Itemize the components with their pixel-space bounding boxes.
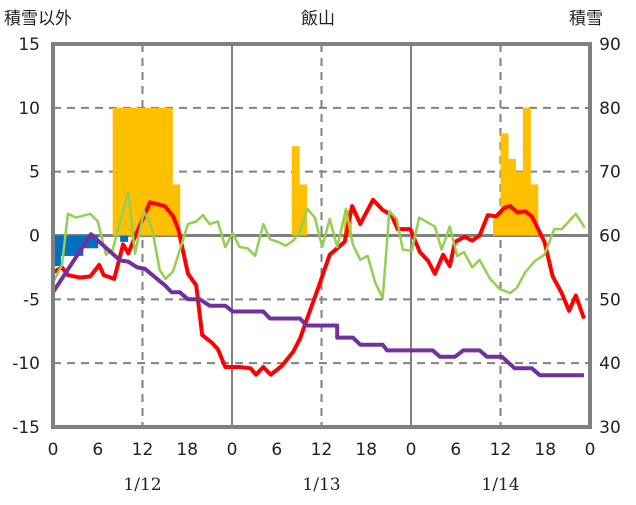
snow_depth-line (51, 232, 584, 378)
right-axis-title: 積雪 (569, 9, 603, 29)
negative-bar (53, 235, 61, 267)
precip-bar (112, 107, 121, 236)
x-tick-label: 12 (490, 440, 512, 460)
y-left-tick-label: 10 (18, 99, 40, 119)
y-right-tick-label: 80 (599, 99, 621, 119)
date-label: 1/12 (123, 475, 161, 495)
x-tick-label: 0 (48, 440, 59, 460)
precip-bar (120, 107, 129, 236)
precip-bar (299, 184, 308, 236)
x-tick-label: 18 (355, 440, 377, 460)
bars (53, 107, 539, 267)
precip-bar (507, 158, 516, 236)
y-left-tick-label: 0 (29, 227, 40, 247)
precip-bar (127, 107, 136, 236)
x-tick-label: 0 (227, 440, 238, 460)
negative-bar (90, 235, 99, 249)
precip-bar (530, 184, 539, 236)
y-right-tick-label: 30 (599, 418, 621, 438)
date-label: 1/13 (302, 475, 340, 495)
negative-bar (67, 235, 76, 256)
y-right-tick-label: 50 (599, 290, 621, 310)
x-tick-label: 0 (585, 440, 596, 460)
y-left-tick-label: 15 (18, 35, 40, 55)
precip-bar (493, 216, 501, 236)
left-axis-title: 積雪以外 (4, 9, 72, 29)
precip-bar (522, 107, 531, 236)
negative-bar (75, 235, 84, 256)
precip-bar (291, 146, 300, 236)
y-right-tick-label: 90 (599, 35, 621, 55)
precip-bar (142, 107, 151, 236)
y-right-tick-label: 40 (599, 354, 621, 374)
precip-bar (500, 133, 509, 236)
date-label: 1/14 (481, 475, 519, 495)
x-tick-label: 0 (406, 440, 417, 460)
plot-frame (51, 42, 592, 429)
x-tick-label: 12 (311, 440, 333, 460)
x-tick-label: 6 (271, 440, 282, 460)
precip-bar (164, 107, 173, 236)
negative-bar (120, 235, 129, 242)
wind-line (51, 190, 586, 300)
precip-bar (515, 171, 524, 236)
y-left-tick-label: -15 (12, 418, 40, 438)
y-left-tick-label: -10 (12, 354, 40, 374)
x-tick-label: 6 (450, 440, 461, 460)
x-tick-label: 18 (176, 440, 198, 460)
y-right-tick-label: 70 (599, 163, 621, 183)
precip-bar (157, 107, 166, 236)
x-tick-label: 12 (132, 440, 154, 460)
x-tick-label: 6 (92, 440, 103, 460)
chart-title: 飯山 (301, 9, 335, 29)
y-left-tick-label: 5 (29, 163, 40, 183)
precip-bar (172, 184, 181, 236)
y-right-tick-label: 60 (599, 227, 621, 247)
x-tick-label: 18 (534, 440, 556, 460)
series-lines (51, 190, 586, 378)
precip-bar (149, 107, 158, 236)
precip-bar (135, 107, 143, 236)
y-left-tick-label: -5 (23, 290, 40, 310)
